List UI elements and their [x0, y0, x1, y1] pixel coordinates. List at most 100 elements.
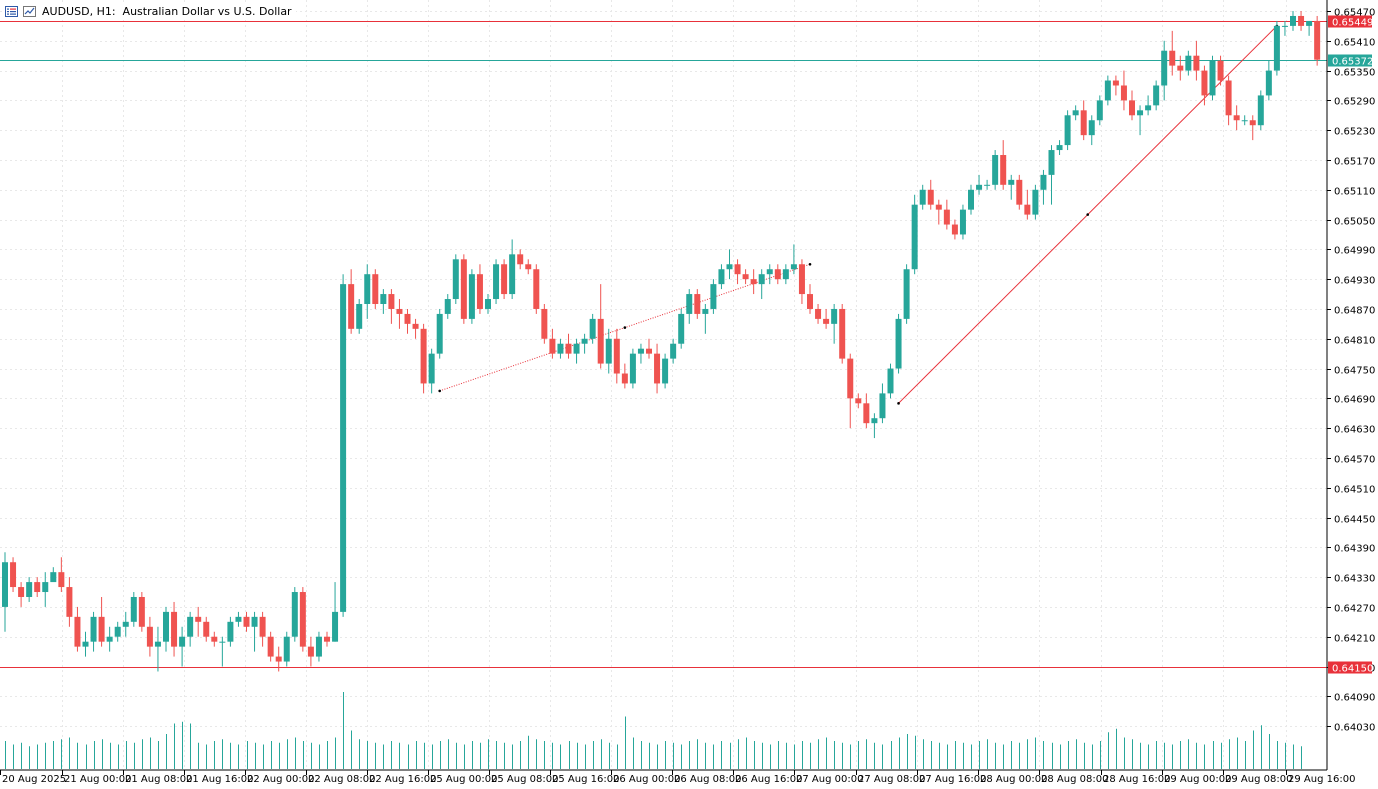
trendline-1-midpoint[interactable]: [623, 326, 627, 329]
candle-body: [291, 592, 298, 637]
price-tick-label: 0.65290: [1334, 97, 1375, 108]
time-tick-label: 22 Aug 08:00: [308, 774, 375, 785]
candle-body: [315, 636, 322, 657]
candle-body: [420, 328, 427, 384]
price-tick-label: 0.64870: [1334, 306, 1375, 317]
candle-body: [203, 621, 210, 637]
candle-body: [839, 308, 846, 359]
candle-body: [267, 636, 274, 657]
candle-body: [782, 269, 789, 280]
candle-body: [1145, 105, 1152, 111]
candle-body: [1169, 50, 1176, 66]
trendline-2-midpoint[interactable]: [1086, 213, 1090, 216]
candle-body: [943, 209, 950, 225]
candle-body: [468, 274, 475, 319]
time-tick-label: 25 Aug 00:00: [430, 774, 497, 785]
candle-body: [710, 284, 717, 309]
candle-body: [509, 254, 516, 295]
time-tick-label: 29 Aug 08:00: [1225, 774, 1292, 785]
candle-body: [1241, 120, 1248, 122]
candle-body: [629, 353, 636, 384]
price-axis[interactable]: 0.65470 0.65410 0.65350 0.65290 0.65230 0.651…: [1326, 0, 1375, 770]
candle-body: [1185, 55, 1192, 71]
horizontal-price-lines: [0, 21, 1327, 668]
price-tick-label: 0.64630: [1334, 425, 1375, 436]
candle-body: [98, 616, 105, 642]
candle-body: [122, 621, 129, 627]
price-tick-label: 0.64690: [1334, 395, 1375, 406]
candle-body: [1137, 110, 1144, 116]
time-tick-label: 26 Aug 08:00: [674, 774, 741, 785]
price-tick-label: 0.64930: [1334, 276, 1375, 287]
chart-description: Australian Dollar vs U.S. Dollar: [122, 4, 292, 18]
candle-body: [1129, 100, 1135, 116]
candle-body: [1273, 25, 1280, 71]
candle-body: [533, 269, 540, 309]
candle-body: [1064, 115, 1071, 146]
candle-body: [774, 269, 781, 280]
candle-body: [324, 636, 330, 642]
candle-body: [750, 279, 757, 285]
candle-body: [1072, 110, 1079, 116]
trendline-1-anchor[interactable]: [808, 262, 812, 266]
time-tick-label: 21 Aug 00:00: [64, 774, 131, 785]
grid: [0, 0, 1327, 770]
candle-body: [332, 611, 339, 642]
candle-body: [662, 358, 669, 384]
candle-body: [187, 616, 194, 637]
price-tick-label: 0.64330: [1334, 574, 1375, 585]
candle-body: [798, 264, 805, 295]
candle-body: [348, 284, 355, 329]
candle-body: [702, 308, 709, 314]
candle-body: [460, 259, 467, 319]
level-line-label: 0.64150: [1332, 664, 1373, 675]
chart-menu-icon[interactable]: [4, 5, 18, 17]
time-tick-label: 28 Aug 16:00: [1103, 774, 1170, 785]
candle-body: [138, 596, 145, 627]
candle-body: [1225, 80, 1232, 116]
candle-body: [58, 572, 65, 588]
candle-body: [573, 343, 580, 354]
candle-body: [42, 582, 49, 593]
candle-body: [146, 626, 153, 647]
candle-body: [613, 338, 620, 374]
candle-body: [1120, 85, 1127, 101]
candle-body: [903, 269, 910, 319]
candle-body: [1257, 95, 1264, 126]
candle-body: [637, 348, 644, 354]
candle-body: [1008, 179, 1015, 185]
trend-lines[interactable]: [438, 24, 1279, 405]
candle-body: [1209, 60, 1216, 96]
candle-body: [243, 616, 250, 627]
candle-body: [581, 338, 588, 344]
candle-body: [1290, 15, 1296, 26]
candle-body: [195, 616, 202, 622]
candle-body: [1096, 100, 1103, 121]
trendline-2-anchor[interactable]: [897, 402, 900, 405]
price-tick-label: 0.65110: [1334, 187, 1375, 198]
candle-body: [959, 209, 966, 235]
candle-body: [412, 323, 419, 329]
candle-body: [428, 353, 435, 384]
candle-body: [1056, 145, 1063, 151]
price-tick-label: 0.64090: [1334, 693, 1375, 704]
candle-body: [1104, 80, 1111, 101]
candle-body: [686, 294, 693, 314]
trendline-1-anchor[interactable]: [438, 389, 442, 393]
ask-line-label: 0.65449: [1332, 18, 1373, 29]
candle-body: [726, 264, 733, 270]
candle-body: [1080, 110, 1087, 136]
price-tick-label: 0.65050: [1334, 217, 1375, 228]
candle-body: [211, 636, 218, 642]
time-tick-label: 27 Aug 16:00: [919, 774, 986, 785]
candle-body: [372, 274, 379, 304]
candle-body: [1000, 155, 1007, 185]
bid-line-tag: [1328, 54, 1372, 67]
candle-body: [2, 562, 8, 607]
candle-body: [823, 318, 830, 324]
candle-body: [879, 393, 886, 419]
chart-type-icon[interactable]: [22, 5, 36, 17]
